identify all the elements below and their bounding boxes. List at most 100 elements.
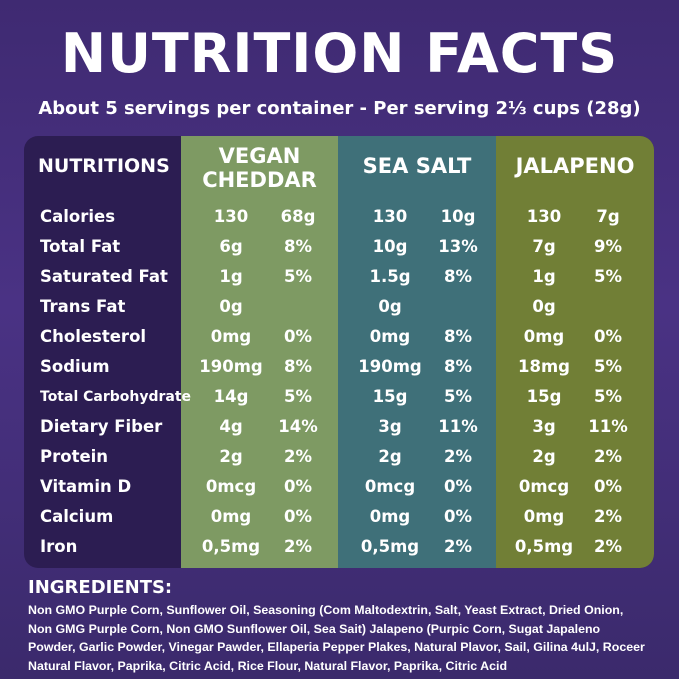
jalapeno-value: [578, 292, 638, 322]
jalapeno-value: 0%: [593, 327, 622, 346]
nutrient-label: Saturated Fat: [40, 267, 168, 286]
vegan-cheddar-amount: 190mg: [199, 357, 263, 376]
jalapeno-amount: 15g: [526, 387, 562, 406]
nutrient-label: Calcium: [40, 507, 114, 526]
vegan-cheddar-value: 5%: [283, 267, 312, 286]
sea-salt-value: 0%: [443, 507, 472, 526]
sea-salt-value: 0%: [443, 477, 472, 496]
jalapeno-value: 9%: [593, 237, 622, 256]
table-row: Cholesterol 0mg 0% 0mg 8% 0mg 0%: [24, 322, 654, 352]
sea-salt-value: 8%: [443, 327, 472, 346]
sea-salt-value: 2%: [443, 537, 472, 556]
sea-salt-column: [338, 136, 496, 568]
sea-salt-value: 5%: [443, 387, 472, 406]
nutrient-column-header: NUTRITIONS: [38, 155, 170, 177]
nutrient-label: Sodium: [40, 357, 110, 376]
sea-salt-amount: 190mg: [358, 357, 422, 376]
vegan-cheddar-amount: 4g: [219, 417, 243, 436]
sea-salt-value: 10g: [440, 207, 476, 226]
jalapeno-value: 5%: [593, 387, 622, 406]
sea-salt-value: 2%: [443, 447, 472, 466]
vegan-cheddar-header-line1: VEGAN: [218, 144, 301, 168]
vegan-cheddar-amount: 1g: [219, 267, 243, 286]
jalapeno-amount: 0g: [532, 297, 556, 316]
vegan-cheddar-amount: 0mcg: [205, 477, 257, 496]
jalapeno-amount: 2g: [532, 447, 556, 466]
nutrient-label: Calories: [40, 207, 116, 226]
vegan-cheddar-amount: 0mg: [210, 507, 252, 526]
vegan-cheddar-value: 8%: [283, 357, 312, 376]
serving-info: About 5 servings per container - Per ser…: [38, 98, 641, 119]
vegan-cheddar-amount: 6g: [219, 237, 243, 256]
nutrient-label: Cholesterol: [40, 327, 147, 346]
ingredients-line: Non GMO Purple Corn, Sunflower Oil, Seas…: [28, 603, 624, 617]
table-row: Total Fat 6g 8% 10g 13% 7g 9%: [24, 232, 654, 262]
sea-salt-amount: 0mcg: [364, 477, 416, 496]
vegan-cheddar-amount: 0,5mg: [201, 537, 261, 556]
table-row: Total Carbohydrate 14g 5% 15g 5% 15g 5%: [24, 382, 654, 412]
vegan-cheddar-value: 0%: [283, 327, 312, 346]
jalapeno-column: [496, 136, 654, 568]
vegan-cheddar-value: 14%: [278, 417, 318, 436]
jalapeno-amount: 7g: [532, 237, 556, 256]
jalapeno-amount: 0mg: [523, 507, 565, 526]
jalapeno-header: JALAPENO: [515, 154, 635, 178]
vegan-cheddar-amount: 0mg: [210, 327, 252, 346]
jalapeno-value: 11%: [588, 417, 628, 436]
sea-salt-amount: 0g: [378, 297, 402, 316]
vegan-cheddar-header-line2: CHEDDAR: [202, 168, 317, 192]
jalapeno-amount: 0mcg: [518, 477, 570, 496]
sea-salt-amount: 0mg: [369, 507, 411, 526]
table-row: Sodium 190mg 8% 190mg 8% 18mg 5%: [24, 352, 654, 382]
nutrition-rows: Calories 130 68g 130 10g 130 7g Total Fat 6g 8% 10…: [24, 202, 654, 562]
table-row: Vitamin D 0mcg 0% 0mcg 0% 0mcg 0%: [24, 472, 654, 502]
jalapeno-amount: 1g: [532, 267, 556, 286]
ingredients-title: INGREDIENTS:: [28, 577, 173, 598]
nutrient-label: Total Fat: [40, 237, 121, 256]
vegan-cheddar-value: 2%: [283, 447, 312, 466]
sea-salt-amount: 15g: [372, 387, 408, 406]
vegan-cheddar-value: 8%: [283, 237, 312, 256]
vegan-cheddar-column: [181, 136, 338, 568]
jalapeno-value: 5%: [593, 267, 622, 286]
sea-salt-amount: 10g: [372, 237, 408, 256]
nutrient-label: Iron: [40, 537, 78, 556]
jalapeno-amount: 0,5mg: [514, 537, 574, 556]
sea-salt-amount: 130: [372, 207, 408, 226]
sea-salt-amount: 0,5mg: [360, 537, 420, 556]
vegan-cheddar-amount: 14g: [213, 387, 249, 406]
sea-salt-value: [428, 292, 488, 322]
vegan-cheddar-amount: 130: [213, 207, 249, 226]
jalapeno-value: 5%: [593, 357, 622, 376]
sea-salt-value: 8%: [443, 357, 472, 376]
vegan-cheddar-value: 2%: [283, 537, 312, 556]
sea-salt-value: 13%: [438, 237, 478, 256]
table-row: Iron 0,5mg 2% 0,5mg 2% 0,5mg 2%: [24, 532, 654, 562]
jalapeno-value: 2%: [593, 537, 622, 556]
jalapeno-value: 2%: [593, 447, 622, 466]
table-row: Calcium 0mg 0% 0mg 0% 0mg 2%: [24, 502, 654, 532]
nutrient-label: Trans Fat: [40, 297, 126, 316]
sea-salt-amount: 2g: [378, 447, 402, 466]
nutrient-label: Total Carbohydrate: [40, 389, 192, 405]
ingredients-line: Natural Flavor, Paprika, Citric Acid, Ri…: [28, 658, 508, 673]
jalapeno-value: 2%: [593, 507, 622, 526]
sea-salt-header: SEA SALT: [362, 154, 472, 178]
sea-salt-value: 11%: [438, 417, 478, 436]
jalapeno-amount: 18mg: [518, 357, 570, 376]
nutrition-table: NUTRITIONS VEGAN CHEDDAR SEA SALT JALAPE…: [24, 136, 654, 568]
vegan-cheddar-value: 68g: [280, 207, 316, 226]
vegan-cheddar-value: 0%: [283, 477, 312, 496]
vegan-cheddar-header: VEGAN CHEDDAR: [181, 144, 338, 192]
table-row: Calories 130 68g 130 10g 130 7g: [24, 202, 654, 232]
sea-salt-amount: 3g: [378, 417, 402, 436]
table-row: Saturated Fat 1g 5% 1.5g 8% 1g 5%: [24, 262, 654, 292]
jalapeno-amount: 3g: [532, 417, 556, 436]
ingredients-line: Powder, Garlic Powder, Vinegar Pawder, E…: [28, 640, 645, 655]
jalapeno-value: 0%: [593, 477, 622, 496]
nutrient-label: Dietary Fiber: [40, 417, 163, 436]
page-title: NUTRITION FACTS: [60, 22, 619, 85]
sea-salt-amount: 1.5g: [369, 267, 411, 286]
table-row: Trans Fat 0g 0g 0g: [24, 292, 654, 322]
ingredients-text: Non GMO Purple Corn, Sunflower Oil, Seas…: [28, 601, 668, 675]
